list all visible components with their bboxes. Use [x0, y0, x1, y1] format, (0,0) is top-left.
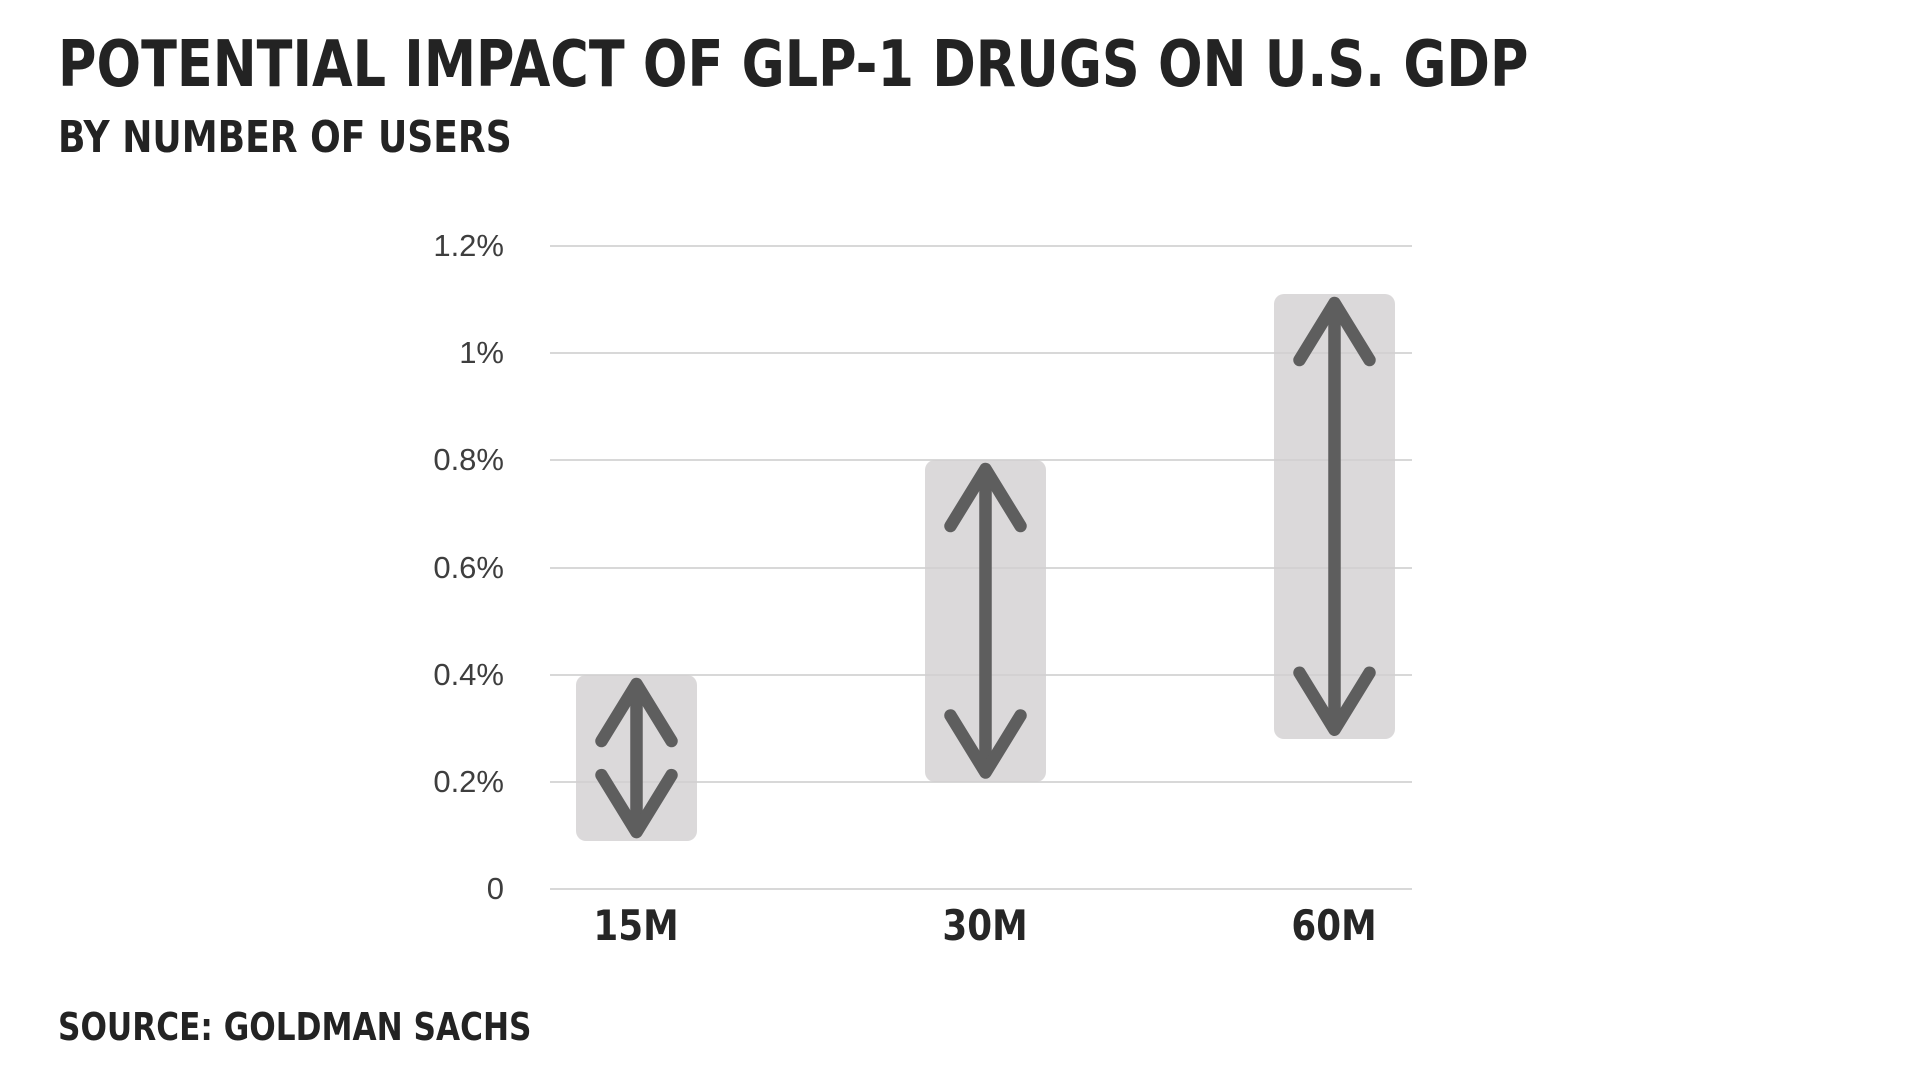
- page-title: POTENTIAL IMPACT OF GLP-1 DRUGS ON U.S. …: [58, 28, 1529, 102]
- x-axis-label-15m: 15M: [593, 901, 679, 950]
- y-axis-tick-label: 1.2%: [433, 228, 504, 263]
- y-axis-tick-label: 0.4%: [433, 656, 504, 692]
- x-axis-label-30m: 30M: [942, 901, 1028, 950]
- gridline: [550, 352, 1412, 355]
- x-axis-label-60m: 60M: [1291, 901, 1377, 950]
- range-bar-15m: [575, 674, 697, 841]
- range-bar-30m: [924, 460, 1046, 782]
- gridline: [550, 888, 1412, 890]
- gridline: [550, 780, 1412, 783]
- range-bar-60m: [1273, 294, 1395, 739]
- y-axis-tick-label: 0.2%: [433, 763, 504, 799]
- range-arrow-icon: [943, 463, 1027, 780]
- y-axis-tick-label: 0.8%: [433, 442, 504, 478]
- gridline: [550, 245, 1412, 247]
- range-arrow-icon: [594, 677, 678, 839]
- source-note: SOURCE: GOLDMAN SACHS: [58, 1005, 532, 1049]
- y-axis-tick-label: 0: [486, 871, 504, 906]
- range-arrow-icon: [1292, 296, 1376, 737]
- y-axis-tick-label: 0.6%: [433, 549, 504, 585]
- page-subtitle: BY NUMBER OF USERS: [58, 112, 512, 163]
- y-axis-tick-label: 1%: [459, 335, 504, 371]
